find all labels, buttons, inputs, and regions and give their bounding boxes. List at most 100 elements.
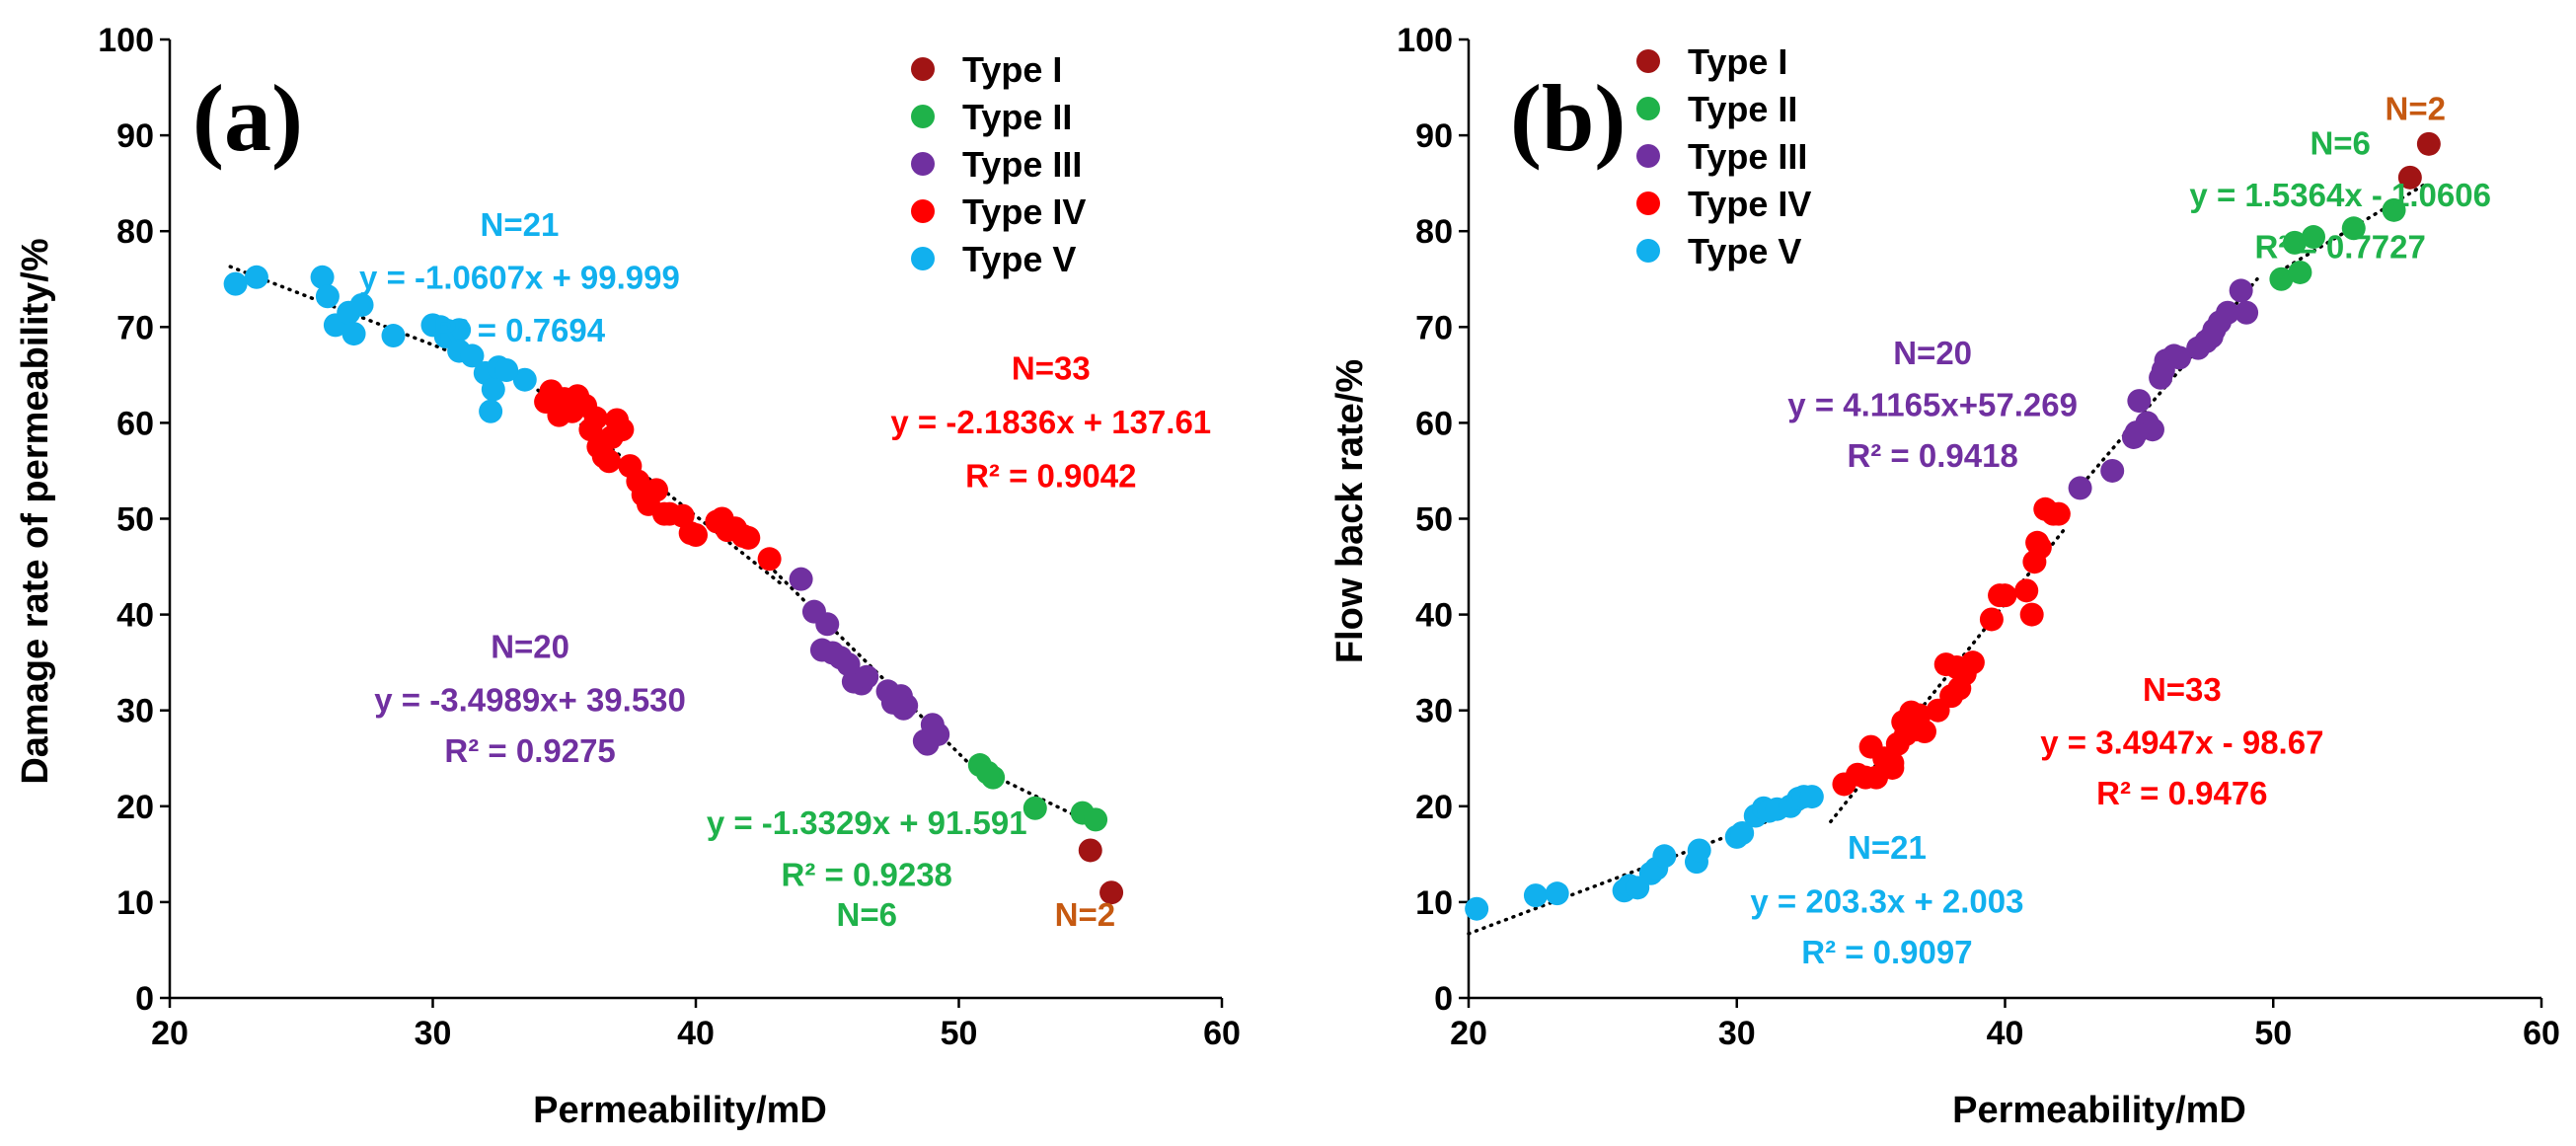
panel-a-point-type-v [341, 322, 366, 346]
panel-b-annotation: y = 4.1165x+57.269 [1787, 387, 2078, 423]
panel-a-legend-marker-type-iii [911, 152, 935, 176]
panel-b-label: (b) [1510, 65, 1626, 171]
panel-a-marks: 0 10 20 30 40 50 60 70 80 90 100 20 30 40 50 60 N=21 y = … [98, 22, 1241, 1052]
panel-b-point-type-iv [1854, 765, 1878, 790]
panel-b-point-type-ii [2282, 230, 2307, 255]
panel-b-point-type-iii [2127, 389, 2152, 414]
panel-a-legend-label: Type V [962, 239, 1076, 279]
panel-a-point-type-iv [757, 547, 782, 572]
panel-a-legend-label: Type III [962, 144, 1082, 185]
panel-b-x-tick-label: 20 [1450, 1015, 1487, 1052]
panel-a-point-type-v [381, 324, 406, 348]
panel-b-point-type-iii [2068, 476, 2092, 500]
panel-b-point-type-v [1687, 838, 1711, 863]
panel-a-point-type-iv [558, 396, 582, 420]
panel-a-point-type-v [494, 357, 519, 382]
panel-a-y-axis-title: Damage rate of permeability/% [15, 238, 56, 784]
panel-a-point-type-iv [644, 478, 669, 502]
panel-a-chart: (a) 0 10 20 30 40 50 60 70 80 90 100 20 30 40 50 60 N=21… [15, 22, 1241, 1131]
panel-b-x-tick-label: 60 [2523, 1015, 2560, 1052]
panel-a-x-tick-label: 50 [941, 1015, 978, 1052]
panel-b-point-type-iv [2027, 535, 2052, 560]
panel-a-annotation: y = -2.1836x + 137.61 [890, 404, 1211, 440]
panel-b-point-type-iv [2019, 602, 2044, 627]
panel-b-point-type-iv [1979, 607, 2004, 632]
panel-a-annotation: R² = 0.9042 [965, 457, 1136, 494]
panel-b-point-type-v [1465, 896, 1489, 921]
panel-a-annotation: R² = 0.7694 [434, 312, 606, 348]
panel-a-point-type-ii [1023, 796, 1047, 820]
panel-a-point-type-iii [815, 612, 840, 637]
panel-b-annotation: N=21 [1848, 829, 1927, 866]
panel-b-y-tick-label: 70 [1415, 309, 1453, 346]
panel-b-annotation: R² = 0.7727 [2255, 228, 2426, 265]
panel-b-point-type-iv [1880, 751, 1905, 776]
panel-a-annotation: N=33 [1012, 350, 1091, 387]
panel-a-point-type-iii [891, 696, 916, 721]
panel-b-point-type-iii [2124, 420, 2149, 445]
panel-b-annotation: N=6 [2310, 125, 2370, 162]
panel-b-y-tick-label: 0 [1434, 980, 1453, 1018]
panel-a-y-tick-label: 90 [116, 117, 154, 155]
panel-b-annotation: R² = 0.9097 [1801, 934, 1972, 970]
panel-a-point-type-v [447, 318, 472, 343]
panel-b-point-type-iv [1907, 703, 1932, 727]
panel-a-point-type-iv [736, 525, 761, 550]
panel-b-point-type-i [2397, 165, 2422, 190]
panel-b-point-type-ii [2302, 225, 2326, 250]
panel-b-annotation: N=33 [2143, 671, 2222, 708]
panel-a-y-tick-label: 30 [116, 693, 154, 730]
panel-a-point-type-v [479, 399, 503, 423]
panel-a-annotation: R² = 0.9238 [782, 856, 952, 892]
panel-b-annotation: N=2 [2386, 91, 2446, 127]
panel-a-annotation: N=20 [491, 628, 569, 664]
panel-a-legend-marker-type-iv [911, 199, 935, 223]
panel-a-y-tick-label: 20 [116, 789, 154, 826]
panel-a-point-type-v [310, 265, 335, 289]
panel-b-point-type-v [1799, 785, 1824, 809]
panel-a-label: (a) [192, 65, 303, 171]
panel-a-x-tick-label: 30 [415, 1015, 452, 1052]
panel-a-annotation: N=2 [1055, 896, 1115, 933]
panel-b-y-tick-label: 80 [1415, 213, 1453, 251]
panel-a-point-type-iv [583, 406, 608, 430]
panel-a-x-tick-label: 20 [151, 1015, 189, 1052]
panel-a-point-type-v [223, 271, 248, 296]
panel-a-point-type-v [244, 265, 268, 289]
panel-b-x-axis-title: Permeability/mD [1952, 1090, 2246, 1131]
panel-b-point-type-v [1652, 844, 1677, 869]
panel-a-y-tick-label: 50 [116, 501, 154, 539]
panel-b-y-tick-label: 90 [1415, 117, 1453, 155]
panel-a-annotation: N=6 [836, 896, 896, 933]
panel-b-legend-marker-type-ii [1636, 97, 1660, 120]
panel-a-point-type-iv [684, 523, 708, 548]
panel-a-annotation: y = -1.3329x + 91.591 [707, 804, 1027, 841]
panel-b-point-type-ii [2341, 216, 2366, 241]
panel-a-point-type-v [349, 292, 374, 317]
panel-a-legend-label: Type I [962, 49, 1062, 90]
panel-b-point-type-v [1730, 820, 1755, 845]
panel-a-point-type-iii [820, 641, 845, 665]
panel-b-y-tick-label: 10 [1415, 884, 1453, 922]
panel-a-y-tick-label: 80 [116, 213, 154, 251]
panel-b-point-type-ii [2269, 267, 2294, 291]
panel-a-legend-label: Type II [962, 97, 1072, 137]
panel-b-y-tick-label: 50 [1415, 501, 1453, 539]
panel-a-point-type-v [481, 377, 505, 402]
panel-b-y-tick-label: 20 [1415, 789, 1453, 826]
panel-a-point-type-iii [912, 728, 937, 753]
panel-a-point-type-v [315, 284, 340, 309]
panel-a-point-type-ii [1084, 807, 1108, 832]
panel-b-point-type-iv [2014, 578, 2039, 603]
panel-b-annotation: y = 3.4947x - 98.67 [2040, 724, 2323, 760]
panel-b-point-type-iv [1993, 583, 2017, 608]
panel-a-legend-label: Type IV [962, 191, 1086, 232]
panel-b-chart: (b) 0 10 20 30 40 50 60 70 80 90 100 20 30 40 50 60 N=6 y… [1329, 22, 2560, 1131]
panel-b-point-type-ii [2382, 197, 2406, 222]
panel-a-point-type-iii [855, 664, 879, 689]
panel-b-point-type-v [1523, 883, 1548, 908]
panel-a-y-tick-label: 10 [116, 884, 154, 922]
panel-b-legend-label: Type I [1688, 41, 1787, 82]
panel-a-y-tick-label: 100 [98, 22, 154, 59]
